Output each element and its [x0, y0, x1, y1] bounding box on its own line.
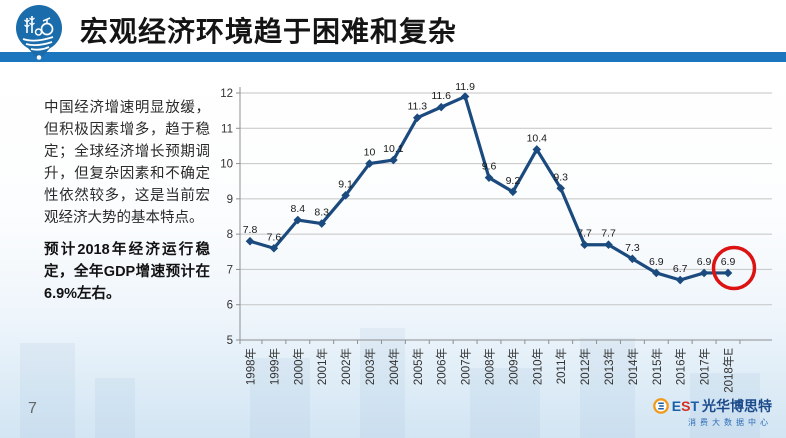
svg-text:2016年: 2016年 [674, 348, 688, 385]
svg-text:2006年: 2006年 [435, 348, 449, 385]
svg-text:2014年: 2014年 [626, 348, 640, 385]
svg-text:11.9: 11.9 [455, 81, 475, 93]
svg-text:10.1: 10.1 [383, 143, 404, 155]
svg-text:6: 6 [227, 300, 233, 312]
intro-text-panel: 中国经济增速明显放缓，但积极因素增多，趋于稳定；全球经济增长预期调升，但复杂因素… [44, 97, 210, 305]
svg-text:7.8: 7.8 [243, 224, 258, 236]
header-divider-bar [0, 52, 786, 62]
page-title: 宏观经济环境趋于困难和复杂 [80, 16, 458, 47]
svg-text:2010年: 2010年 [530, 348, 544, 385]
svg-text:5: 5 [227, 335, 233, 347]
svg-text:2003年: 2003年 [363, 348, 377, 385]
svg-text:2004年: 2004年 [387, 348, 401, 385]
svg-text:2005年: 2005年 [411, 348, 425, 385]
svg-text:2000年: 2000年 [291, 348, 305, 385]
svg-text:6.9: 6.9 [697, 256, 712, 268]
svg-text:9.6: 9.6 [482, 161, 497, 173]
svg-text:10: 10 [220, 159, 233, 171]
brand-logo: EST 光华博思特 消费大数据中心 [652, 398, 772, 430]
svg-text:9.1: 9.1 [338, 178, 353, 190]
svg-text:2011年: 2011年 [554, 348, 568, 384]
svg-text:1998年: 1998年 [244, 348, 258, 385]
svg-text:2002年: 2002年 [339, 348, 353, 385]
svg-text:7.7: 7.7 [577, 228, 592, 240]
svg-text:2008年: 2008年 [483, 348, 497, 385]
svg-text:10.4: 10.4 [527, 132, 548, 144]
company-pin-logo-icon [16, 5, 62, 61]
svg-text:11: 11 [221, 123, 233, 135]
svg-text:8.3: 8.3 [314, 207, 329, 219]
svg-text:2007年: 2007年 [459, 348, 473, 385]
svg-text:2012年: 2012年 [578, 348, 592, 385]
svg-text:7: 7 [227, 264, 233, 276]
svg-text:2001年: 2001年 [315, 348, 329, 385]
gdp-growth-line-chart-svg: 5 6 7 8 9 10 11 12 1998年 1999年 2000年 2001年 2002年 2003… [220, 81, 772, 393]
svg-text:2018年E: 2018年E [722, 348, 736, 393]
svg-text:9: 9 [227, 194, 233, 206]
gdp-growth-line-chart: 5 6 7 8 9 10 11 12 1998年 1999年 2000年 2001年 2002年 2003… [215, 80, 780, 395]
brand-circle-icon [652, 398, 669, 414]
slide-header: 宏观经济环境趋于困难和复杂 [0, 0, 786, 63]
svg-text:7.7: 7.7 [601, 228, 616, 240]
svg-text:8: 8 [227, 229, 233, 241]
brand-name-cn: 光华博思特 [702, 398, 772, 414]
slide-body: 中国经济增速明显放缓，但积极因素增多，趋于稳定；全球经济增长预期调升，但复杂因素… [0, 63, 786, 438]
intro-paragraph-1: 中国经济增速明显放缓，但积极因素增多，趋于稳定；全球经济增长预期调升，但复杂因素… [44, 100, 210, 226]
brand-name-en: EST [671, 398, 699, 414]
svg-text:2009年: 2009年 [506, 348, 520, 385]
svg-text:11.6: 11.6 [431, 90, 451, 102]
page-number: 7 [28, 400, 37, 417]
svg-text:6.7: 6.7 [673, 263, 688, 275]
intro-paragraph-2: 预计2018年经济运行稳定，全年GDP增速预计在6.9%左右。 [44, 242, 210, 302]
svg-text:1999年: 1999年 [267, 348, 281, 385]
svg-text:8.4: 8.4 [290, 203, 305, 215]
svg-text:7.3: 7.3 [625, 242, 640, 254]
svg-text:9.2: 9.2 [506, 175, 521, 187]
svg-text:9.3: 9.3 [553, 171, 568, 183]
svg-text:2015年: 2015年 [650, 348, 664, 385]
svg-text:7.6: 7.6 [267, 231, 282, 243]
svg-text:11.3: 11.3 [407, 101, 427, 113]
svg-text:2013年: 2013年 [602, 348, 616, 385]
svg-text:12: 12 [220, 88, 233, 100]
svg-text:2017年: 2017年 [698, 348, 712, 385]
svg-text:10: 10 [364, 147, 376, 159]
svg-text:6.9: 6.9 [649, 256, 664, 268]
svg-text:6.9: 6.9 [721, 256, 736, 268]
brand-subtitle: 消费大数据中心 [688, 418, 772, 427]
